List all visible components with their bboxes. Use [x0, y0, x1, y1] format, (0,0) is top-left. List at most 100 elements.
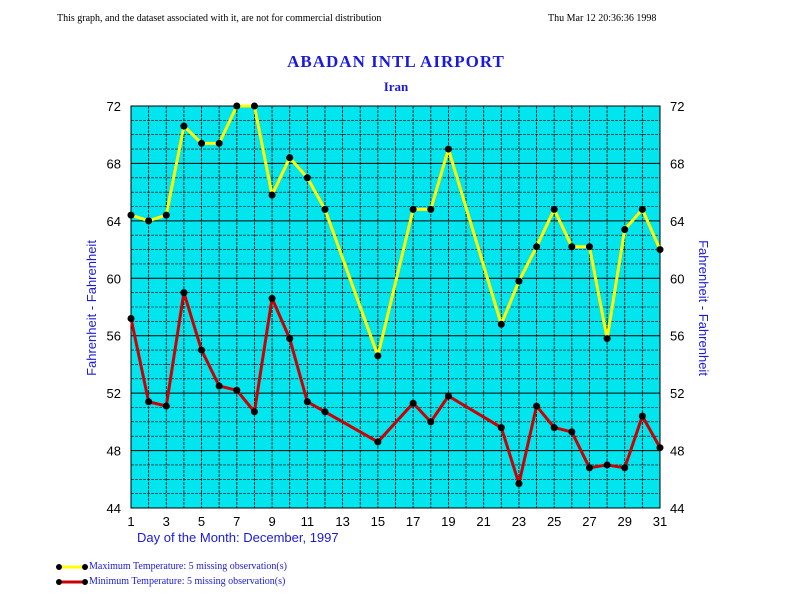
max-temp-point [145, 217, 153, 225]
min-temp-point [233, 386, 241, 394]
max-temp-point [656, 246, 664, 254]
min-temp-point [374, 438, 382, 446]
legend-min-label: Minimum Temperature: 5 missing observati… [89, 576, 286, 587]
min-temp-point [127, 314, 135, 322]
y-axis-label-right: Fahrenheit - Fahrenheit [696, 240, 711, 376]
min-temp-point [303, 398, 311, 406]
y-tick-label-left: 44 [107, 501, 121, 516]
min-temp-point [621, 464, 629, 472]
grid [130, 105, 661, 509]
max-temp-point [621, 225, 629, 233]
max-temp-point [162, 211, 170, 219]
series-group [127, 102, 664, 488]
min-temp-point [268, 294, 276, 302]
x-tick-label: 9 [268, 514, 275, 529]
max-temp-point [427, 205, 435, 213]
x-tick-label: 21 [476, 514, 490, 529]
y-tick-label-right: 72 [670, 99, 684, 114]
x-tick-label: 27 [582, 514, 596, 529]
min-temp-point [286, 335, 294, 343]
x-tick-label: 19 [441, 514, 455, 529]
max-temp-point [550, 205, 558, 213]
max-temp-point [515, 277, 523, 285]
y-tick-label-right: 48 [670, 444, 684, 459]
legend-max: Maximum Temperature: 5 missing observati… [55, 561, 287, 572]
max-temp-point [585, 243, 593, 251]
y-tick-label-left: 60 [107, 271, 121, 286]
max-temp-point [233, 102, 241, 110]
min-temp-line [129, 291, 662, 486]
max-temp-point [321, 205, 329, 213]
min-temp-point [250, 408, 258, 416]
max-temp-point [286, 154, 294, 162]
min-temp-point [162, 402, 170, 410]
min-temp-point [656, 444, 664, 452]
x-tick-label: 13 [335, 514, 349, 529]
timestamp: Thu Mar 12 20:36:36 1998 [548, 13, 657, 24]
min-temp-point [515, 480, 523, 488]
min-temp-point [409, 399, 417, 407]
max-temp-point [533, 243, 541, 251]
x-tick-label: 25 [547, 514, 561, 529]
min-temp-point [180, 289, 188, 297]
x-tick-label: 29 [617, 514, 631, 529]
min-temp-point [145, 398, 153, 406]
min-temp-point [638, 412, 646, 420]
legend-max-label: Maximum Temperature: 5 missing observati… [89, 561, 287, 572]
max-temp-point [409, 205, 417, 213]
x-tick-label: 15 [371, 514, 385, 529]
min-temp-point [550, 424, 558, 432]
y-tick-label-left: 64 [107, 214, 121, 229]
y-tick-label-left: 56 [107, 329, 121, 344]
y-tick-label-right: 44 [670, 501, 684, 516]
y-tick-label-right: 68 [670, 156, 684, 171]
x-tick-label: 1 [127, 514, 134, 529]
x-tick-label: 23 [512, 514, 526, 529]
min-temp-point [215, 382, 223, 390]
legend-min: Minimum Temperature: 5 missing observati… [55, 576, 285, 587]
legend-max-swatch [56, 563, 88, 570]
x-axis-label: Day of the Month: December, 1997 [137, 530, 339, 545]
y-tick-label-left: 72 [107, 99, 121, 114]
min-temp-point [321, 408, 329, 416]
legend-min-swatch [56, 578, 88, 585]
min-temp-point [198, 346, 206, 354]
chart-title: ABADAN INTL AIRPORT [287, 52, 505, 71]
min-temp-point [533, 402, 541, 410]
min-temp-point [427, 418, 435, 426]
y-tick-label-right: 60 [670, 271, 684, 286]
max-temp-point [374, 352, 382, 360]
y-tick-label-left: 68 [107, 156, 121, 171]
max-temp-point [268, 191, 276, 199]
chart-subtitle: Iran [383, 79, 409, 94]
y-tick-label-right: 52 [670, 386, 684, 401]
min-temp-point [585, 464, 593, 472]
y-tick-label-right: 56 [670, 329, 684, 344]
min-temp-point [568, 428, 576, 436]
y-tick-label-left: 52 [107, 386, 121, 401]
max-temp-point [303, 174, 311, 182]
x-tick-label: 31 [653, 514, 667, 529]
max-temp-point [444, 145, 452, 153]
y-tick-label-left: 48 [107, 444, 121, 459]
max-temp-point [215, 139, 223, 147]
max-temp-point [250, 102, 258, 110]
max-temp-point [198, 139, 206, 147]
x-tick-label: 7 [233, 514, 240, 529]
max-temp-point [127, 211, 135, 219]
max-temp-point [638, 205, 646, 213]
x-tick-label: 3 [163, 514, 170, 529]
y-tick-label-right: 64 [670, 214, 684, 229]
max-temp-point [180, 122, 188, 130]
distribution-notice: This graph, and the dataset associated w… [57, 13, 382, 24]
max-temp-point [603, 335, 611, 343]
min-temp-point [444, 392, 452, 400]
min-temp-point [603, 461, 611, 469]
x-tick-label: 11 [301, 514, 315, 529]
x-tick-label: 5 [198, 514, 205, 529]
max-temp-point [568, 243, 576, 251]
y-axis-label-left: Fahrenheit - Fahrenheit [84, 240, 99, 376]
min-temp-point [497, 424, 505, 432]
